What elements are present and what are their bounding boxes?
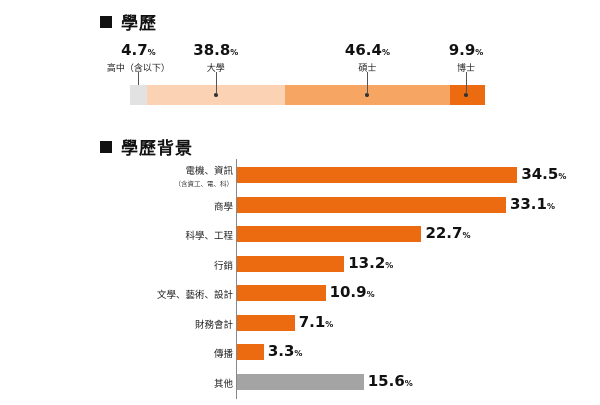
education-category-label: 高中（含以下） [106, 64, 170, 74]
education-leader-line [215, 72, 217, 94]
background-value-number: 10.9 [329, 283, 367, 301]
background-value-unit: % [546, 201, 555, 211]
education-value-label: 46.4% [345, 41, 390, 59]
background-category-label: 行銷 [214, 258, 233, 272]
background-bar [237, 314, 295, 331]
education-leader-line [138, 72, 140, 85]
background-value-unit: % [404, 378, 413, 388]
education-category-label: 碩士 [358, 64, 377, 74]
education-segment-marker [464, 93, 468, 97]
education-value-label: 4.7% [121, 41, 156, 59]
education-value-label: 38.8% [193, 41, 238, 59]
background-category-label: 電機、資訊 （含資工、電、科） [175, 163, 234, 188]
background-category-name: 財務會計 [194, 319, 233, 331]
background-value-unit: % [462, 231, 471, 240]
background-category-label: 科學、工程 [185, 228, 233, 242]
background-value-unit: % [558, 172, 567, 181]
education-value-number: 46.4 [344, 41, 382, 59]
education-category-label: 博士 [456, 64, 476, 74]
background-category-name: 其他 [213, 378, 233, 390]
background-value-label: 3.3% [268, 342, 303, 360]
background-category-label: 其他 [214, 376, 233, 390]
background-value-number: 22.7 [425, 224, 463, 242]
background-value-number: 13.2 [348, 253, 386, 272]
education-leader-line [367, 72, 369, 94]
education-segment-marker [365, 93, 370, 97]
background-value-unit: % [325, 319, 334, 329]
background-value-number: 3.3 [267, 342, 295, 360]
education-heading: 學歷 [100, 9, 157, 34]
education-value-unit: % [381, 48, 390, 57]
background-category-label: 傳播 [214, 346, 233, 360]
heading-square-icon [100, 15, 112, 28]
background-value-label: 10.9% [330, 283, 375, 301]
background-value-number: 33.1 [509, 194, 547, 213]
background-category-sublabel: （含資工、電、科） [174, 180, 234, 188]
background-value-label: 7.1% [299, 313, 334, 331]
background-title: 學歷背景 [121, 139, 193, 159]
background-category-name: 文學、藝術、設計 [156, 290, 233, 301]
background-value-label: 15.6% [368, 372, 413, 390]
background-bar [237, 373, 364, 390]
background-bar [237, 196, 506, 213]
background-value-label: 34.5% [521, 165, 566, 183]
background-category-label: 商學 [214, 199, 233, 213]
background-value-label: 22.7% [425, 224, 470, 242]
background-category-name: 傳播 [213, 349, 233, 360]
background-bar [237, 255, 345, 272]
background-bar [237, 344, 264, 360]
education-leader-line [466, 72, 467, 94]
background-category-label: 財務會計 [195, 317, 233, 331]
background-category-label: 文學、藝術、設計 [157, 287, 233, 301]
background-value-unit: % [385, 260, 394, 270]
education-stacked-bar: 4.7% 高中（含以下） 38.8% 大學 46.4% 碩士 9.9% 博士 [0, 0, 600, 130]
background-category-name: 電機、資訊 [185, 166, 233, 177]
education-title: 學歷 [121, 14, 157, 34]
background-heading: 學歷背景 [100, 134, 193, 159]
background-bar [237, 285, 326, 301]
background-category-name: 商學 [213, 201, 233, 213]
background-category-name: 科學、工程 [185, 231, 233, 242]
background-value-unit: % [366, 290, 375, 299]
education-value-unit: % [147, 48, 156, 57]
education-category-label: 大學 [206, 64, 225, 74]
background-value-number: 34.5 [521, 165, 559, 183]
background-category-name: 行銷 [213, 260, 233, 272]
background-value-unit: % [294, 349, 303, 358]
background-value-label: 33.1% [510, 195, 555, 213]
education-value-unit: % [475, 48, 484, 57]
education-segment [130, 85, 147, 105]
bar-axis-line [236, 159, 237, 399]
education-segment-marker [213, 93, 218, 97]
heading-square-icon [100, 140, 112, 153]
background-bar [237, 167, 518, 183]
background-value-number: 7.1 [298, 312, 326, 331]
education-value-unit: % [230, 48, 239, 57]
education-value-number: 9.9 [448, 41, 476, 59]
education-value-number: 4.7 [121, 41, 148, 59]
background-bar [237, 226, 422, 242]
education-value-number: 38.8 [193, 41, 231, 59]
background-value-label: 13.2% [348, 254, 393, 272]
background-value-number: 15.6 [367, 371, 405, 390]
education-value-label: 9.9% [449, 41, 484, 59]
